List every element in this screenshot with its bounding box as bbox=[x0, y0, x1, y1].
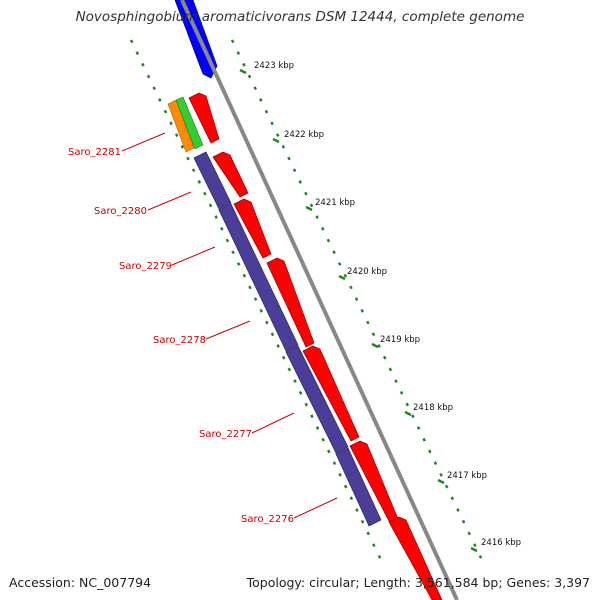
tick-label: 2419 kbp bbox=[380, 335, 420, 345]
gene-label-saro-2276: Saro_2276 bbox=[241, 514, 294, 525]
genome-summary-text: Topology: circular; Length: 3,561,584 bp… bbox=[246, 575, 590, 590]
tick-label: 2420 kbp bbox=[347, 267, 387, 277]
major-tick bbox=[272, 137, 280, 144]
green-feature bbox=[175, 96, 204, 150]
reverse-cds-saro-2280 bbox=[218, 203, 299, 352]
accession-text: Accession: NC_007794 bbox=[9, 575, 152, 590]
forward-cds bbox=[349, 440, 399, 524]
genome-backbone bbox=[180, 0, 459, 600]
reverse-cds-saro-2279 bbox=[285, 345, 349, 454]
major-tick bbox=[305, 205, 313, 212]
leader-line bbox=[205, 320, 251, 340]
gene-label-saro-2279: Saro_2279 bbox=[119, 261, 172, 272]
major-tick bbox=[404, 410, 412, 417]
orange-feature bbox=[167, 99, 195, 153]
tick-label: 2417 kbp bbox=[447, 471, 487, 481]
reverse-strand-features bbox=[193, 151, 382, 527]
gene-label-saro-2277: Saro_2277 bbox=[199, 429, 252, 440]
tick-label: 2418 kbp bbox=[413, 403, 453, 413]
leader-line bbox=[293, 497, 338, 519]
leader-line bbox=[251, 412, 295, 434]
tick-label: 2416 kbp bbox=[481, 538, 521, 548]
forward-cds bbox=[302, 345, 360, 442]
forward-cds bbox=[188, 92, 220, 144]
major-tick bbox=[371, 342, 379, 349]
map-title: Novosphingobium aromaticivorans DSM 1244… bbox=[75, 9, 525, 25]
leader-line bbox=[121, 132, 166, 152]
tick-label: 2422 kbp bbox=[284, 130, 324, 140]
forward-cds bbox=[212, 151, 249, 198]
reverse-cds-saro-2281 bbox=[193, 151, 232, 210]
gene-label-saro-2278: Saro_2278 bbox=[153, 335, 206, 346]
tick-label: 2423 kbp bbox=[254, 61, 294, 71]
forward-strand-features bbox=[188, 92, 443, 600]
reverse-cds-saro-2278 bbox=[335, 447, 382, 527]
tick-label: 2421 kbp bbox=[315, 198, 355, 208]
major-tick bbox=[437, 478, 445, 485]
gene-label-saro-2281: Saro_2281 bbox=[68, 147, 121, 158]
major-tick bbox=[338, 274, 346, 281]
inner-dotted-track bbox=[129, 39, 383, 561]
outer-dotted-track bbox=[230, 39, 484, 561]
major-tick bbox=[239, 68, 247, 75]
forward-cds bbox=[233, 198, 272, 259]
leader-line bbox=[147, 191, 192, 211]
forward-cds bbox=[266, 257, 315, 348]
major-ticks bbox=[239, 68, 478, 553]
leader-line bbox=[171, 246, 216, 266]
major-tick bbox=[470, 546, 478, 553]
label-leaders bbox=[121, 132, 338, 519]
gene-label-saro-2280: Saro_2280 bbox=[94, 206, 147, 217]
forward-cds bbox=[388, 516, 443, 600]
